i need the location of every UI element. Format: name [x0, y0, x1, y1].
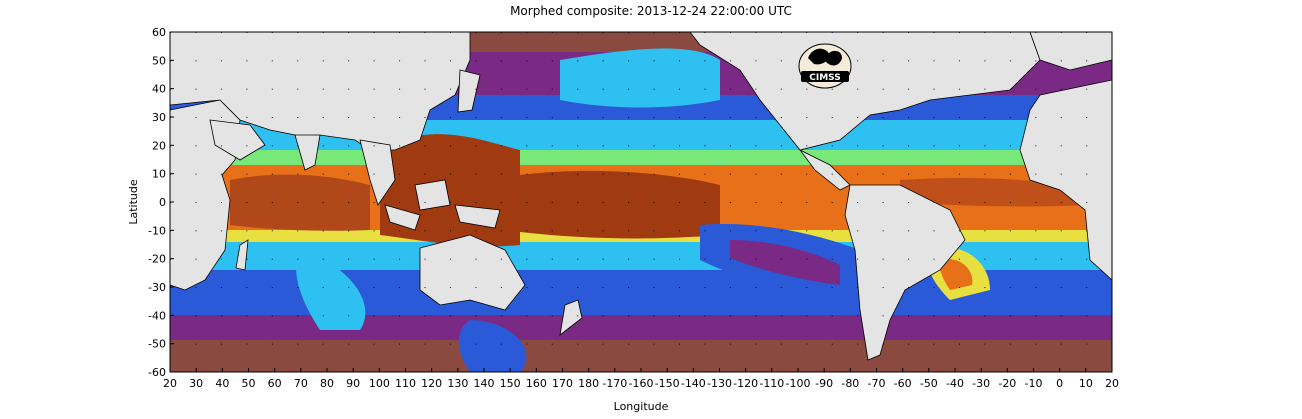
x-tick-label: -110 [759, 377, 784, 390]
y-tick-label: 0 [159, 196, 166, 209]
x-tick-label: -140 [681, 377, 706, 390]
y-tick-label: -60 [148, 366, 166, 379]
x-tick-label: 40 [215, 377, 229, 390]
x-tick-label: -160 [629, 377, 654, 390]
x-tick-label: 30 [189, 377, 203, 390]
x-axis-label: Longitude [614, 400, 669, 413]
x-tick-label: 110 [395, 377, 416, 390]
x-tick-label: 100 [369, 377, 390, 390]
x-tick-label: 150 [500, 377, 521, 390]
x-tick-label: -70 [868, 377, 886, 390]
x-tick-label: 0 [1056, 377, 1063, 390]
x-tick-label: -60 [894, 377, 912, 390]
y-axis-label: Latitude [127, 179, 140, 225]
x-tick-label: 60 [268, 377, 282, 390]
x-tick-label: -10 [1025, 377, 1043, 390]
y-tick-label: 60 [152, 26, 166, 39]
y-tick-label: 40 [152, 83, 166, 96]
y-tick-label: 50 [152, 54, 166, 67]
cimss-logo: CIMSS [798, 43, 852, 89]
x-tick-label: -80 [841, 377, 859, 390]
y-tick-label: -50 [148, 338, 166, 351]
x-tick-label: 20 [1105, 377, 1119, 390]
x-tick-label: -90 [815, 377, 833, 390]
x-tick-label: 90 [346, 377, 360, 390]
x-tick-label: 70 [294, 377, 308, 390]
y-tick-label: 20 [152, 139, 166, 152]
x-tick-label: 50 [242, 377, 256, 390]
x-tick-label: 160 [526, 377, 547, 390]
y-tick-label: -20 [148, 253, 166, 266]
x-tick-label: 80 [320, 377, 334, 390]
x-tick-label: -50 [920, 377, 938, 390]
x-tick-label: -40 [946, 377, 964, 390]
x-tick-label: 130 [447, 377, 468, 390]
x-tick-label: 180 [578, 377, 599, 390]
cimss-logo-text: CIMSS [809, 73, 840, 83]
y-tick-label: 30 [152, 111, 166, 124]
x-tick-label: 10 [1079, 377, 1093, 390]
x-tick-label: 140 [474, 377, 495, 390]
map-title: Morphed composite: 2013-12-24 22:00:00 U… [510, 4, 792, 18]
y-tick-label: -10 [148, 224, 166, 237]
x-tick-label: -130 [707, 377, 732, 390]
x-tick-label: -150 [655, 377, 680, 390]
x-tick-label: -170 [602, 377, 627, 390]
x-tick-label: 170 [552, 377, 573, 390]
y-tick-label: -30 [148, 281, 166, 294]
y-axis-ticks: 60 50 40 30 20 10 0 -10 -20 -30 -40 -50 -60 [148, 26, 174, 379]
y-tick-label: 10 [152, 168, 166, 181]
x-axis-ticks: 20 30 40 50 60 70 80 90 100 110 120 130 140 150 160 170… [163, 368, 1119, 390]
x-tick-label: -100 [786, 377, 811, 390]
y-tick-label: -40 [148, 309, 166, 322]
x-tick-label: -20 [998, 377, 1016, 390]
x-tick-label: 120 [421, 377, 442, 390]
x-tick-label: -30 [972, 377, 990, 390]
x-tick-label: -120 [733, 377, 758, 390]
x-tick-label: 20 [163, 377, 177, 390]
